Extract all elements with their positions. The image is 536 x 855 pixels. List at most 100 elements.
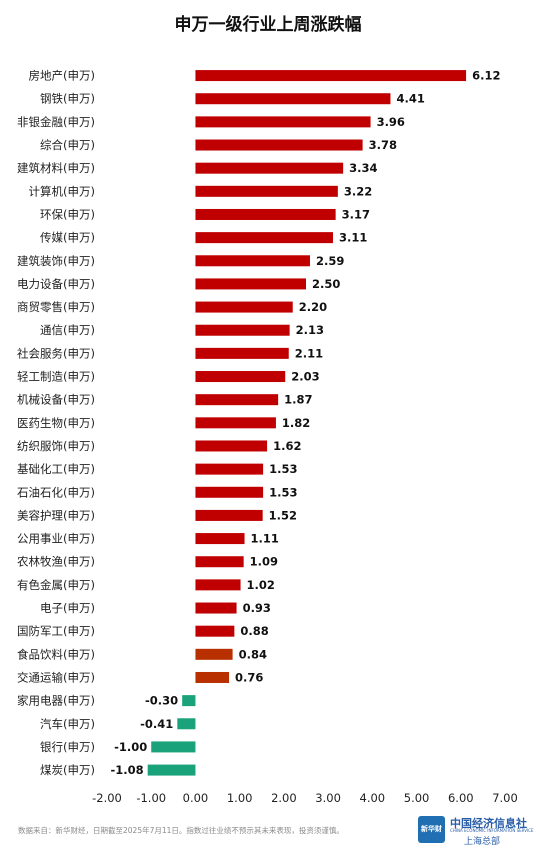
bars-layer bbox=[147, 70, 467, 776]
value-label: 3.11 bbox=[339, 231, 367, 245]
category-label: 食品饮料(申万) bbox=[17, 647, 95, 661]
category-label: 电力设备(申万) bbox=[17, 277, 95, 291]
category-label: 石油石化(申万) bbox=[17, 485, 95, 499]
value-label: 1.52 bbox=[269, 508, 297, 522]
x-tick-label: 5.00 bbox=[404, 791, 430, 805]
x-axis-ticks: -2.00 -1.00 0.00 1.00 2.00 3.00 4.00 5.00 6.00 7.… bbox=[92, 791, 518, 805]
value-label: 1.02 bbox=[247, 578, 275, 592]
x-tick-label: 3.00 bbox=[315, 791, 341, 805]
publisher-logo: 新华财 中国经济信息社 CHINA ECONOMIC INFORMATION S… bbox=[418, 812, 533, 848]
bar bbox=[195, 602, 237, 614]
value-label: 1.11 bbox=[251, 532, 279, 546]
x-tick-label: -2.00 bbox=[92, 791, 122, 805]
bar bbox=[195, 533, 245, 545]
bar bbox=[182, 695, 196, 707]
value-label: 3.17 bbox=[342, 207, 370, 221]
bar bbox=[195, 93, 391, 105]
bar bbox=[177, 718, 196, 730]
footer-note: 数据来自：新华财经，日期截至2025年7月11日。指数过往业绩不预示其未来表现，… bbox=[18, 826, 344, 835]
value-label: -0.41 bbox=[140, 717, 173, 731]
bar bbox=[195, 185, 338, 197]
bar bbox=[195, 232, 333, 244]
bar bbox=[195, 486, 264, 498]
value-label: -1.08 bbox=[111, 763, 144, 777]
bar bbox=[195, 579, 241, 591]
x-tick-label: -1.00 bbox=[136, 791, 166, 805]
bar bbox=[195, 162, 344, 174]
value-label: 1.53 bbox=[269, 485, 297, 499]
category-label: 商贸零售(申万) bbox=[17, 300, 95, 314]
category-label: 通信(申万) bbox=[40, 323, 95, 337]
category-label: 基础化工(申万) bbox=[17, 462, 95, 476]
category-label: 电子(申万) bbox=[40, 601, 95, 615]
value-label: 2.03 bbox=[291, 370, 319, 384]
logo-name: 中国经济信息社 bbox=[450, 817, 527, 830]
category-label: 建筑装饰(申万) bbox=[17, 254, 95, 268]
bar bbox=[195, 301, 293, 313]
bar bbox=[195, 70, 467, 82]
value-label: 2.11 bbox=[295, 346, 323, 360]
value-label: 1.87 bbox=[284, 393, 312, 407]
category-label: 有色金属(申万) bbox=[17, 578, 95, 592]
value-label: 6.12 bbox=[472, 69, 500, 83]
x-tick-label: 4.00 bbox=[360, 791, 386, 805]
value-label: 0.84 bbox=[239, 647, 267, 661]
bar bbox=[151, 741, 196, 753]
category-label: 非银金融(申万) bbox=[17, 115, 95, 129]
value-label: -0.30 bbox=[145, 694, 178, 708]
category-label: 钢铁(申万) bbox=[40, 92, 95, 106]
value-label: 1.09 bbox=[250, 555, 278, 569]
category-label: 医药生物(申万) bbox=[17, 416, 95, 430]
category-label: 传媒(申万) bbox=[40, 231, 95, 245]
logo-region: 上海总部 bbox=[464, 837, 501, 847]
value-label: 0.93 bbox=[243, 601, 271, 615]
value-label: 2.13 bbox=[296, 323, 324, 337]
value-label: 3.96 bbox=[377, 115, 405, 129]
value-label: 4.41 bbox=[396, 92, 424, 106]
category-label: 纺织服饰(申万) bbox=[17, 439, 95, 453]
bar bbox=[147, 764, 196, 776]
category-label: 公用事业(申万) bbox=[17, 532, 95, 546]
category-label: 交通运输(申万) bbox=[17, 670, 95, 684]
x-tick-label: 7.00 bbox=[492, 791, 518, 805]
category-label: 煤炭(申万) bbox=[40, 763, 95, 777]
value-label: 1.82 bbox=[282, 416, 310, 430]
category-label: 家用电器(申万) bbox=[17, 694, 95, 708]
bar bbox=[195, 394, 279, 406]
value-label: 3.34 bbox=[349, 161, 377, 175]
bar bbox=[195, 417, 276, 429]
value-label: 3.78 bbox=[369, 138, 397, 152]
category-label: 建筑材料(申万) bbox=[17, 161, 95, 175]
bar bbox=[195, 139, 363, 151]
category-label: 计算机(申万) bbox=[29, 184, 95, 198]
category-label: 美容护理(申万) bbox=[17, 508, 95, 522]
value-label: 0.88 bbox=[240, 624, 268, 638]
value-label: 0.76 bbox=[235, 670, 263, 684]
bar bbox=[195, 648, 233, 660]
bar bbox=[195, 556, 244, 568]
bar bbox=[195, 324, 290, 336]
bar bbox=[195, 509, 263, 521]
category-labels: 房地产(申万) 钢铁(申万) 非银金融(申万) 综合(申万) 建筑材料(申万) 计算机(申… bbox=[17, 69, 95, 778]
x-tick-label: 0.00 bbox=[183, 791, 209, 805]
bar bbox=[195, 625, 235, 637]
category-label: 农林牧渔(申万) bbox=[17, 555, 95, 569]
value-label: 1.62 bbox=[273, 439, 301, 453]
x-tick-label: 1.00 bbox=[227, 791, 253, 805]
category-label: 汽车(申万) bbox=[40, 717, 95, 731]
bar bbox=[195, 671, 230, 683]
category-label: 机械设备(申万) bbox=[17, 393, 95, 407]
value-labels: 6.12 4.41 3.96 3.78 3.34 3.22 3.17 3.11 2.59 2.50… bbox=[111, 69, 501, 778]
value-label: 2.20 bbox=[299, 300, 327, 314]
bar bbox=[195, 278, 306, 290]
category-label: 社会服务(申万) bbox=[17, 346, 95, 360]
logo-subtitle: CHINA ECONOMIC INFORMATION SERVICE bbox=[450, 828, 534, 833]
category-label: 国防军工(申万) bbox=[17, 624, 95, 638]
category-label: 环保(申万) bbox=[40, 207, 95, 221]
chart-title: 申万一级行业上周涨跌幅 bbox=[174, 15, 362, 35]
value-label: -1.00 bbox=[114, 740, 147, 754]
category-label: 房地产(申万) bbox=[29, 69, 95, 83]
value-label: 1.53 bbox=[269, 462, 297, 476]
bar bbox=[195, 440, 268, 452]
